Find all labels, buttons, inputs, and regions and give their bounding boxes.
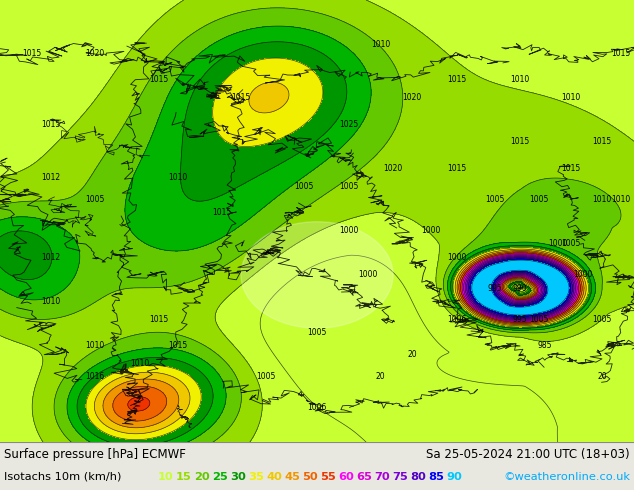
Text: Sa 25-05-2024 21:00 UTC (18+03): Sa 25-05-2024 21:00 UTC (18+03) (427, 448, 630, 461)
Text: 40: 40 (266, 472, 282, 482)
Text: 20: 20 (597, 372, 607, 381)
Text: 1010: 1010 (510, 75, 529, 84)
Text: 1025: 1025 (339, 120, 358, 129)
Text: 1005: 1005 (295, 182, 314, 191)
Text: 1010: 1010 (41, 297, 60, 306)
Text: 1000: 1000 (358, 270, 377, 279)
Text: 85: 85 (428, 472, 444, 482)
Text: 1005: 1005 (593, 315, 612, 324)
Text: 1005: 1005 (485, 195, 504, 204)
Text: 1010: 1010 (612, 195, 631, 204)
Text: 25: 25 (212, 472, 228, 482)
Text: 1015: 1015 (168, 342, 187, 350)
Text: 1012: 1012 (41, 253, 60, 262)
Text: 1010: 1010 (168, 173, 187, 182)
Text: 1000: 1000 (548, 240, 567, 248)
Text: 1005: 1005 (529, 315, 548, 324)
Text: 1005: 1005 (339, 182, 358, 191)
Text: Isotachs 10m (km/h): Isotachs 10m (km/h) (4, 472, 121, 482)
Text: Surface pressure [hPa] ECMWF: Surface pressure [hPa] ECMWF (4, 448, 186, 461)
Text: 1015: 1015 (447, 75, 466, 84)
Text: 10: 10 (158, 472, 174, 482)
Text: 1015: 1015 (149, 315, 168, 324)
Text: 80: 80 (410, 472, 426, 482)
Text: 1005: 1005 (307, 328, 327, 337)
Text: 20: 20 (375, 372, 385, 381)
Text: 1006: 1006 (447, 315, 466, 324)
Text: 15: 15 (176, 472, 191, 482)
Text: 1015: 1015 (231, 93, 250, 102)
Text: 1015: 1015 (612, 49, 631, 58)
Text: ©weatheronline.co.uk: ©weatheronline.co.uk (503, 472, 630, 482)
Text: 1015: 1015 (149, 75, 168, 84)
Text: 1016: 1016 (86, 372, 105, 381)
Text: 1006: 1006 (307, 403, 327, 413)
Text: 45: 45 (284, 472, 300, 482)
Text: 1020: 1020 (384, 164, 403, 173)
Text: 1015: 1015 (212, 208, 231, 218)
Text: 35: 35 (248, 472, 264, 482)
Text: 1000: 1000 (447, 253, 466, 262)
Text: 50: 50 (302, 472, 318, 482)
Text: 990: 990 (512, 284, 527, 293)
Text: 1020: 1020 (86, 49, 105, 58)
Text: 90: 90 (446, 472, 462, 482)
Text: 995: 995 (512, 315, 527, 324)
Text: 1010: 1010 (593, 195, 612, 204)
Text: 1015: 1015 (447, 164, 466, 173)
Text: 1000: 1000 (339, 226, 358, 235)
Text: 1000: 1000 (422, 226, 441, 235)
Text: 75: 75 (392, 472, 408, 482)
Text: 995: 995 (487, 284, 502, 293)
Text: 1015: 1015 (593, 137, 612, 147)
Text: 1000: 1000 (574, 270, 593, 279)
Text: 1015: 1015 (41, 120, 60, 129)
Text: 1005: 1005 (86, 195, 105, 204)
Text: 20: 20 (407, 350, 417, 359)
Text: 1015: 1015 (22, 49, 41, 58)
Text: 1010: 1010 (86, 342, 105, 350)
Text: 1010: 1010 (561, 93, 580, 102)
Text: 30: 30 (230, 472, 246, 482)
Text: 1005: 1005 (529, 195, 548, 204)
Text: 1005: 1005 (561, 240, 580, 248)
Text: 1012: 1012 (41, 173, 60, 182)
Circle shape (241, 221, 393, 328)
Text: 55: 55 (320, 472, 336, 482)
Text: 1005: 1005 (257, 372, 276, 381)
Text: 65: 65 (356, 472, 372, 482)
Text: 20: 20 (194, 472, 210, 482)
Text: 60: 60 (338, 472, 354, 482)
Text: 1015: 1015 (561, 164, 580, 173)
Text: 1020: 1020 (403, 93, 422, 102)
Text: 1010: 1010 (371, 40, 390, 49)
Text: 985: 985 (538, 342, 552, 350)
Text: 70: 70 (374, 472, 390, 482)
Text: 1010: 1010 (130, 359, 149, 368)
Text: 1015: 1015 (510, 137, 529, 147)
